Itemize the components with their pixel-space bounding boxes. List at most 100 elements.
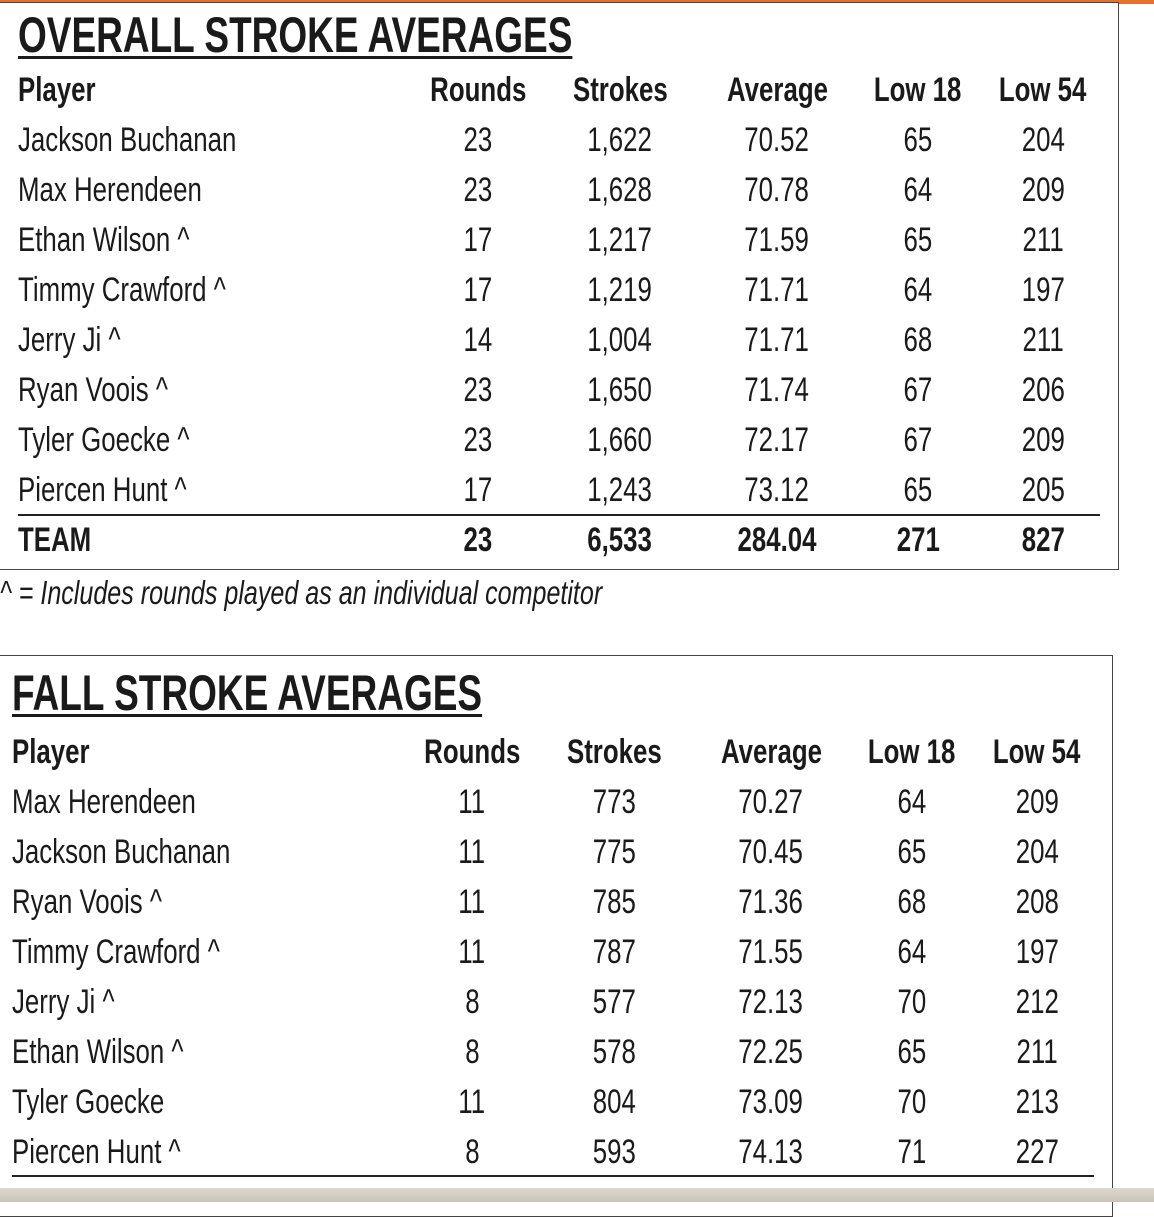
table-cell: 72.13 — [701, 980, 841, 1024]
table-cell-text: 65 — [897, 1033, 927, 1071]
table-cell: 71.55 — [701, 930, 841, 974]
table-cell-text: 577 — [592, 983, 636, 1021]
table-cell-text: 209 — [1021, 421, 1065, 459]
table-cell-text: 211 — [1022, 321, 1064, 359]
table-cell-text: 11 — [458, 883, 486, 921]
table-cell-text: 64 — [903, 171, 933, 209]
team-cell: 23 — [408, 518, 548, 562]
column-header: Player — [18, 68, 398, 112]
table-cell: 775 — [544, 830, 684, 874]
table-cell: 70.52 — [707, 118, 847, 162]
table-cell: 227 — [967, 1130, 1107, 1174]
table-cell-text: 211 — [1022, 221, 1064, 259]
table-cell-text: 1,243 — [587, 471, 653, 509]
table-cell-text: 578 — [592, 1033, 636, 1071]
table-cell: 17 — [408, 468, 548, 512]
table-cell: 211 — [967, 1030, 1107, 1074]
table-cell: 8 — [402, 1030, 542, 1074]
table-cell-text: 8 — [464, 1033, 480, 1071]
table-cell: 68 — [848, 318, 988, 362]
table-cell-text: Tyler Goecke ^ — [18, 421, 190, 459]
table-cell-text: 11 — [458, 1083, 486, 1121]
table-cell-text: 68 — [897, 883, 927, 921]
column-header-text: Strokes — [566, 733, 662, 771]
table-cell: 1,219 — [550, 268, 690, 312]
table-cell-text: Ryan Voois ^ — [12, 883, 163, 921]
table-cell: 1,622 — [550, 118, 690, 162]
table-cell: Timmy Crawford ^ — [12, 930, 392, 974]
browser-edge — [0, 1188, 1154, 1202]
table-cell: 11 — [402, 930, 542, 974]
table-cell: 1,243 — [550, 468, 690, 512]
team-cell: 827 — [973, 518, 1113, 562]
table-cell: 11 — [402, 780, 542, 824]
table-cell: Jerry Ji ^ — [18, 318, 398, 362]
table-cell: 72.25 — [701, 1030, 841, 1074]
table-cell-text: 1,219 — [587, 271, 653, 309]
table-cell-text: 1,660 — [587, 421, 653, 459]
table-cell: 65 — [842, 830, 982, 874]
table-cell-text: 17 — [463, 471, 493, 509]
column-header: Rounds — [402, 730, 542, 774]
table-cell-text: Piercen Hunt ^ — [18, 471, 187, 509]
footnote-text: ^ = Includes rounds played as an individ… — [0, 574, 603, 611]
column-header-text: Rounds — [429, 71, 527, 109]
table-cell: 578 — [544, 1030, 684, 1074]
column-header: Low 18 — [848, 68, 988, 112]
table-cell: Max Herendeen — [18, 168, 398, 212]
team-cell-text: 23 — [463, 521, 493, 559]
table-cell: 65 — [848, 218, 988, 262]
table-cell-text: 14 — [463, 321, 493, 359]
table-cell: 209 — [967, 780, 1107, 824]
table-cell: 1,217 — [550, 218, 690, 262]
table-cell: Timmy Crawford ^ — [18, 268, 398, 312]
table-cell: 787 — [544, 930, 684, 974]
table-cell-text: 11 — [458, 783, 486, 821]
table-cell-text: 70.78 — [744, 171, 810, 209]
table-cell: 71 — [842, 1130, 982, 1174]
table-cell-text: 17 — [463, 221, 493, 259]
table-cell-text: 775 — [592, 833, 636, 871]
team-cell-text: 6,533 — [587, 521, 653, 559]
table-cell: 1,004 — [550, 318, 690, 362]
table-cell: 71.36 — [701, 880, 841, 924]
table-cell-text: 804 — [592, 1083, 636, 1121]
table-cell: 71.71 — [707, 268, 847, 312]
table-cell: 205 — [973, 468, 1113, 512]
table-cell: 64 — [848, 168, 988, 212]
table-cell-text: 70.27 — [738, 783, 804, 821]
table-cell-text: Max Herendeen — [18, 171, 202, 209]
table-cell: Piercen Hunt ^ — [18, 468, 398, 512]
table-cell: 23 — [408, 418, 548, 462]
team-rule — [12, 1175, 1094, 1177]
table-cell-text: 1,004 — [587, 321, 653, 359]
table-cell: 804 — [544, 1080, 684, 1124]
table-cell-text: 1,628 — [587, 171, 653, 209]
table-cell-text: 23 — [463, 121, 493, 159]
table-cell: 785 — [544, 880, 684, 924]
table-cell-text: 68 — [903, 321, 933, 359]
table-cell-text: Jackson Buchanan — [18, 121, 237, 159]
table-cell: 208 — [967, 880, 1107, 924]
team-cell-text: 284.04 — [737, 521, 817, 559]
table-cell-text: 71.71 — [744, 271, 810, 309]
table-cell-text: Timmy Crawford ^ — [12, 933, 220, 971]
table-cell-text: 209 — [1015, 783, 1059, 821]
table-cell-text: 74.13 — [738, 1133, 804, 1171]
table-cell: Jackson Buchanan — [12, 830, 392, 874]
table-cell-text: 211 — [1016, 1033, 1058, 1071]
team-cell: 284.04 — [707, 518, 847, 562]
table-cell: 65 — [848, 468, 988, 512]
table-cell-text: 227 — [1015, 1133, 1059, 1171]
table-cell: 71.71 — [707, 318, 847, 362]
table-cell: 209 — [973, 168, 1113, 212]
table-cell: 70 — [842, 1080, 982, 1124]
table-cell-text: 72.13 — [738, 983, 804, 1021]
column-header-text: Low 54 — [999, 71, 1087, 109]
column-header-text: Rounds — [423, 733, 521, 771]
table-cell: 64 — [842, 930, 982, 974]
fall-table — [0, 655, 1113, 1217]
table-cell-text: 70.45 — [738, 833, 804, 871]
table-title: OVERALL STROKE AVERAGES — [18, 5, 767, 65]
table-cell: 1,650 — [550, 368, 690, 412]
